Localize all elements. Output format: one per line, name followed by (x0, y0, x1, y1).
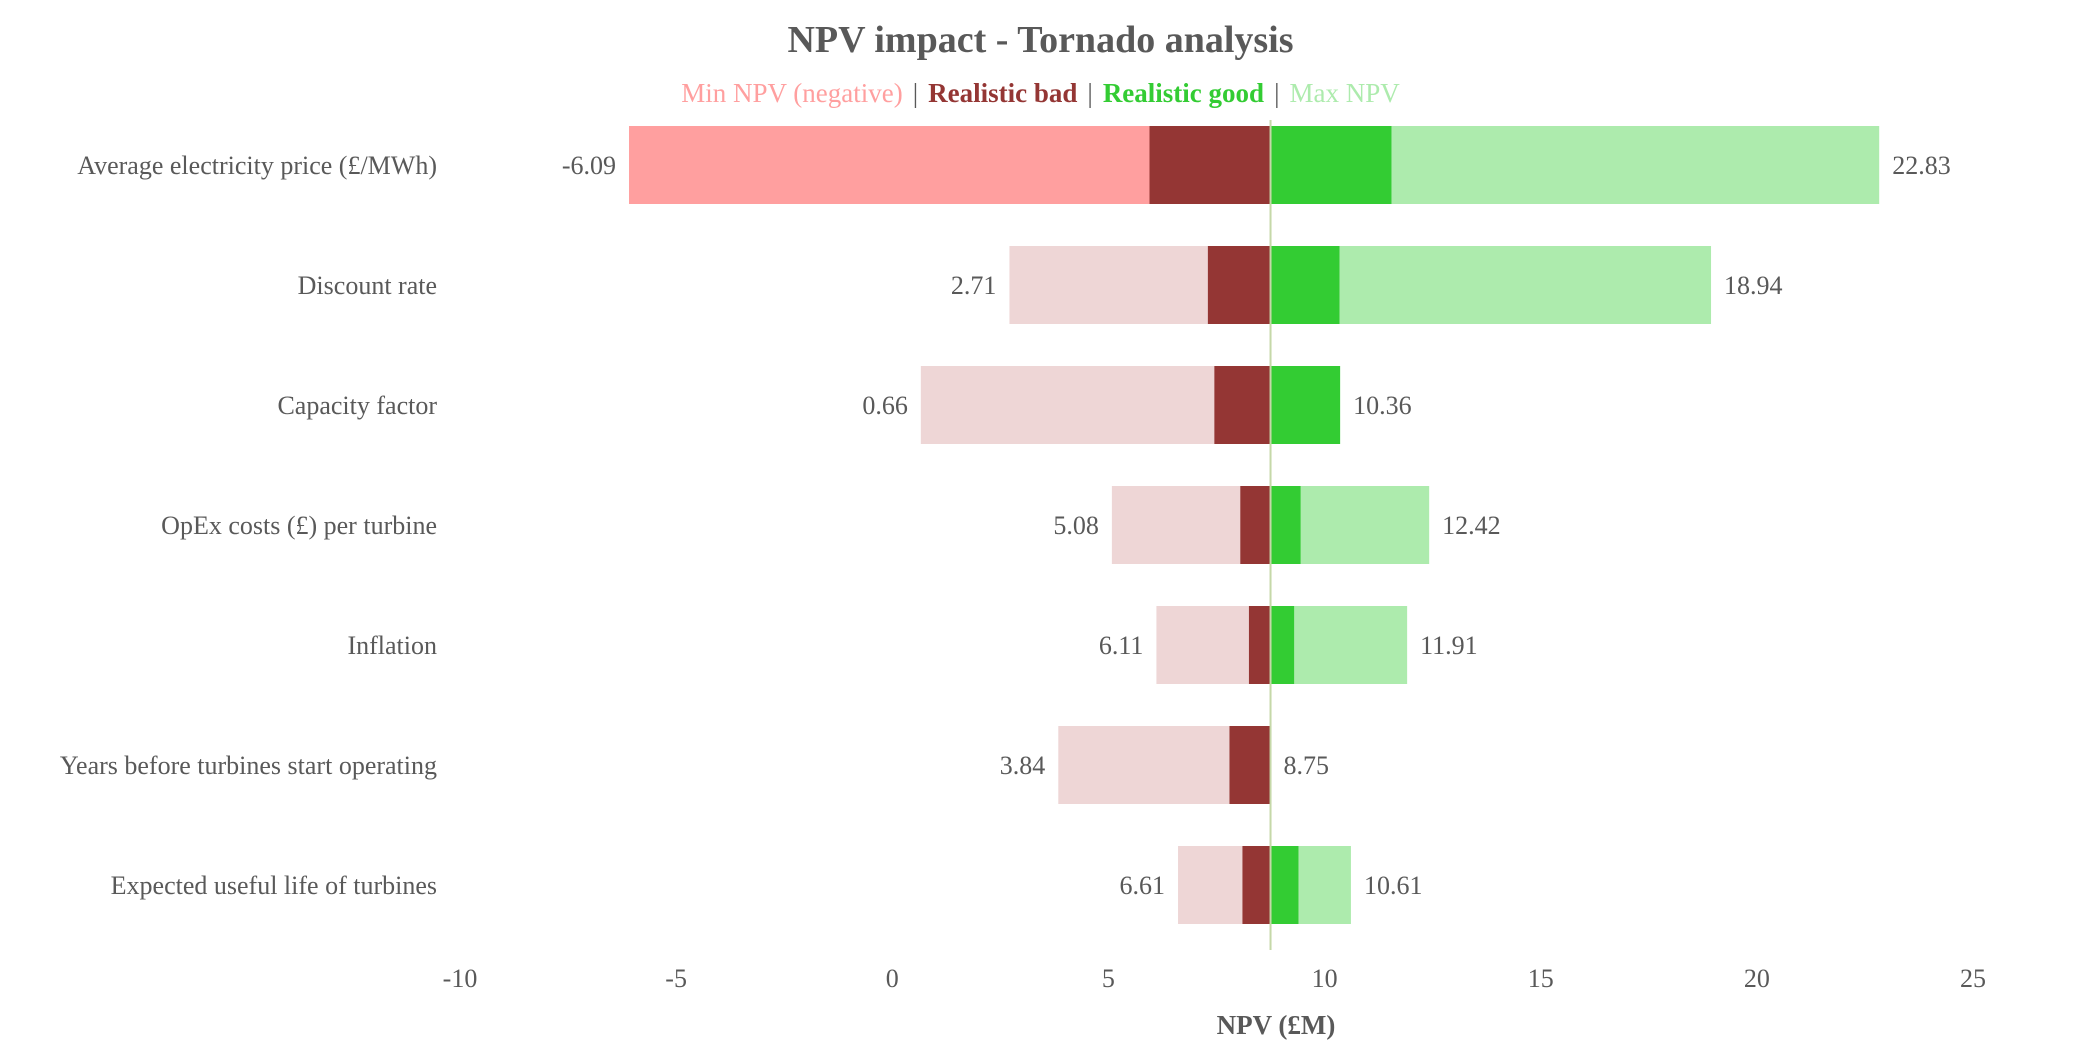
max-value-label: 18.94 (1724, 271, 1783, 300)
legend: Min NPV (negative) | Realistic bad | Realist… (0, 78, 2081, 109)
realistic-bad-bar (1214, 366, 1271, 444)
category-label: Expected useful life of turbines (111, 871, 437, 900)
min-npv-bar (629, 126, 1150, 204)
min-value-label: 5.08 (1053, 511, 1099, 540)
min-value-label: 6.11 (1099, 631, 1144, 660)
x-tick-label: 10 (1312, 964, 1338, 993)
realistic-bad-bar (1248, 606, 1271, 684)
realistic-good-bar (1270, 606, 1295, 684)
max-value-label: 11.91 (1420, 631, 1478, 660)
realistic-good-bar (1270, 126, 1392, 204)
realistic-bad-bar (1229, 726, 1271, 804)
x-axis-title: NPV (£M) (1217, 1010, 1336, 1040)
legend-separator: | (912, 78, 919, 108)
x-tick-label: 20 (1744, 964, 1770, 993)
realistic-bad-bar (1207, 246, 1271, 324)
realistic-good-bar (1270, 246, 1340, 324)
category-label: Inflation (347, 631, 437, 660)
min-value-label: 0.66 (862, 391, 908, 420)
x-tick-label: -10 (443, 964, 478, 993)
min-npv-bar (1156, 606, 1249, 684)
max-npv-bar (1298, 846, 1351, 924)
min-npv-bar (920, 366, 1215, 444)
x-tick-label: 15 (1528, 964, 1554, 993)
legend-realistic-good: Realistic good (1102, 78, 1265, 108)
min-npv-bar (1111, 486, 1241, 564)
category-label: Capacity factor (277, 391, 437, 420)
legend-min-npv: Min NPV (negative) (681, 78, 903, 108)
max-npv-bar (1391, 126, 1880, 204)
category-label: Years before turbines start operating (60, 751, 437, 780)
realistic-bad-bar (1149, 126, 1271, 204)
max-value-label: 8.75 (1284, 751, 1330, 780)
max-npv-bar (1300, 486, 1430, 564)
min-npv-bar (1009, 246, 1208, 324)
category-label: Discount rate (298, 271, 437, 300)
chart-title: NPV impact - Tornado analysis (787, 19, 1294, 61)
legend-separator: | (1087, 78, 1093, 108)
max-value-label: 12.42 (1442, 511, 1501, 540)
realistic-good-bar (1270, 366, 1341, 444)
realistic-bad-bar (1240, 486, 1271, 564)
legend-separator: | (1274, 78, 1280, 108)
x-tick-label: 0 (886, 964, 899, 993)
realistic-good-bar (1270, 486, 1301, 564)
legend-realistic-bad: Realistic bad (928, 78, 1078, 108)
max-value-label: 10.36 (1353, 391, 1412, 420)
min-value-label: 2.71 (951, 271, 997, 300)
x-tick-label: -5 (665, 964, 687, 993)
realistic-good-bar (1270, 846, 1299, 924)
min-value-label: 6.61 (1120, 871, 1166, 900)
x-tick-label: 5 (1102, 964, 1115, 993)
min-value-label: 3.84 (1000, 751, 1046, 780)
min-value-label: -6.09 (562, 151, 616, 180)
max-value-label: 22.83 (1892, 151, 1951, 180)
min-npv-bar (1178, 846, 1243, 924)
max-value-label: 10.61 (1364, 871, 1423, 900)
max-npv-bar (1294, 606, 1408, 684)
x-tick-label: 25 (1960, 964, 1986, 993)
realistic-bad-bar (1242, 846, 1271, 924)
category-label: OpEx costs (£) per turbine (161, 511, 437, 540)
category-label: Average electricity price (£/MWh) (77, 151, 437, 180)
legend-max-npv: Max NPV (1289, 78, 1400, 108)
min-npv-bar (1058, 726, 1230, 804)
max-npv-bar (1339, 246, 1712, 324)
